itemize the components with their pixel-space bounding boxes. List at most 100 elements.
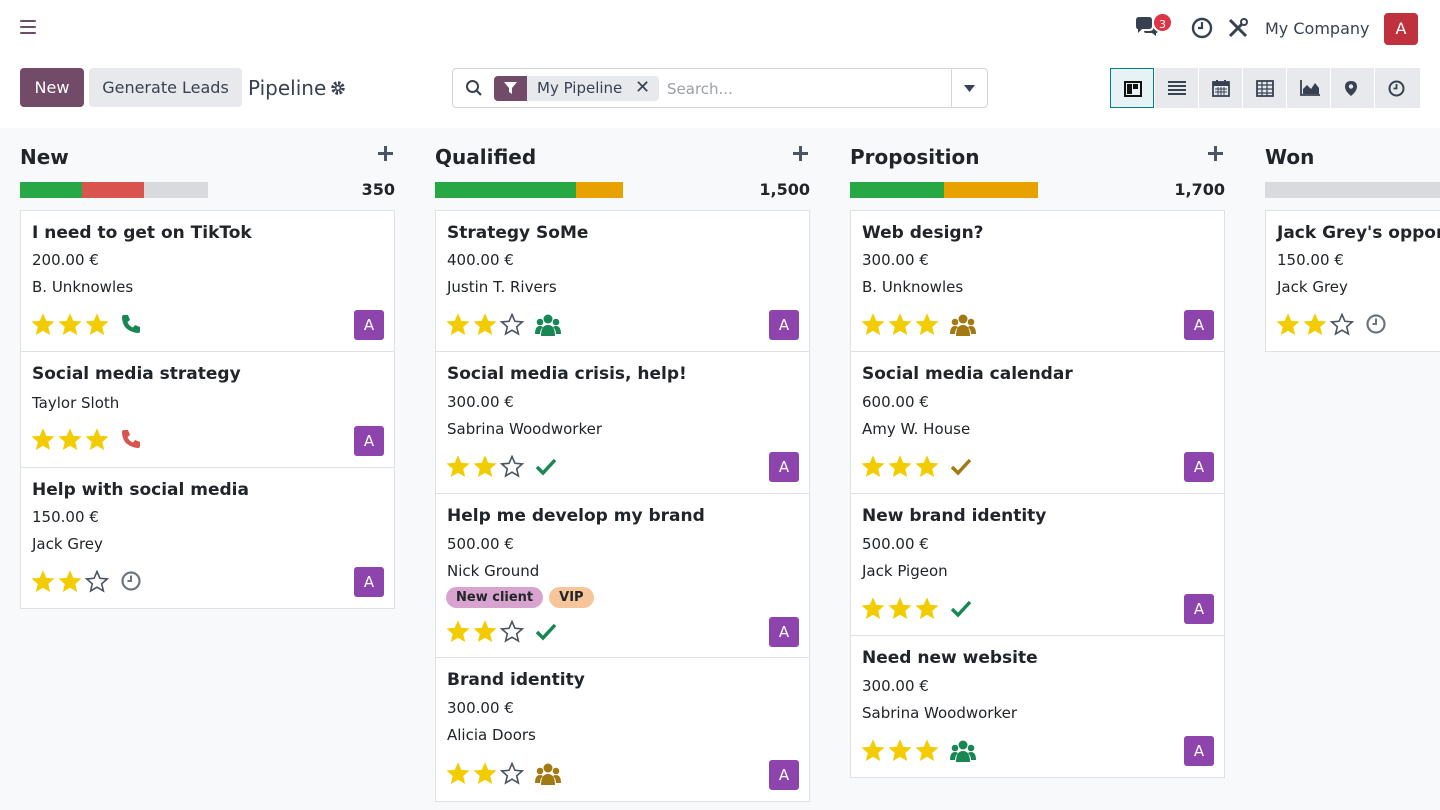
star-filled-icon[interactable]	[888, 597, 912, 621]
star-filled-icon[interactable]	[915, 313, 939, 337]
progress-segment[interactable]	[576, 182, 623, 198]
search-input[interactable]	[667, 77, 947, 101]
salesperson-avatar[interactable]: A	[354, 310, 384, 340]
quick-create-icon[interactable]	[1208, 146, 1223, 165]
kanban-card[interactable]: Help me develop my brand 500.00 € Nick G…	[435, 493, 810, 658]
star-filled-icon[interactable]	[861, 455, 885, 479]
kanban-card[interactable]: Social media strategy Taylor Sloth A	[20, 351, 395, 468]
priority-stars[interactable]	[1276, 313, 1354, 337]
star-empty-icon[interactable]	[85, 570, 109, 594]
column-title[interactable]: Proposition	[850, 145, 980, 169]
star-filled-icon[interactable]	[31, 313, 55, 337]
users-icon[interactable]	[950, 313, 976, 337]
quick-create-icon[interactable]	[793, 146, 808, 165]
priority-stars[interactable]	[446, 620, 524, 644]
company-switcher[interactable]: My Company	[1265, 19, 1370, 38]
check-icon[interactable]	[950, 455, 974, 479]
star-filled-icon[interactable]	[915, 455, 939, 479]
star-filled-icon[interactable]	[888, 313, 912, 337]
users-icon[interactable]	[535, 762, 561, 786]
column-progress-bar[interactable]	[20, 182, 208, 198]
salesperson-avatar[interactable]: A	[769, 452, 799, 482]
priority-stars[interactable]	[861, 455, 939, 479]
phone-icon[interactable]	[120, 313, 144, 337]
star-filled-icon[interactable]	[473, 762, 497, 786]
priority-stars[interactable]	[31, 570, 109, 594]
star-empty-icon[interactable]	[500, 455, 524, 479]
search-options-toggle[interactable]	[951, 69, 988, 107]
tag-new-client[interactable]: New client	[446, 587, 544, 608]
star-filled-icon[interactable]	[888, 739, 912, 763]
star-filled-icon[interactable]	[1303, 313, 1327, 337]
calendar-view-button[interactable]	[1198, 68, 1242, 108]
gear-icon[interactable]	[330, 80, 346, 100]
list-view-button[interactable]	[1154, 68, 1198, 108]
new-button[interactable]: New	[20, 68, 84, 107]
kanban-card[interactable]: Help with social media 150.00 € Jack Gre…	[20, 467, 395, 609]
star-filled-icon[interactable]	[31, 570, 55, 594]
search-icon[interactable]	[465, 79, 483, 101]
check-icon[interactable]	[535, 620, 559, 644]
kanban-card[interactable]: Strategy SoMe 400.00 € Justin T. Rivers …	[435, 210, 810, 352]
generate-leads-button[interactable]: Generate Leads	[89, 68, 242, 107]
star-filled-icon[interactable]	[888, 455, 912, 479]
priority-stars[interactable]	[861, 597, 939, 621]
remove-facet-icon[interactable]: ✕	[635, 77, 651, 98]
salesperson-avatar[interactable]: A	[769, 617, 799, 647]
check-icon[interactable]	[950, 597, 974, 621]
clock-icon[interactable]	[120, 570, 144, 594]
users-icon[interactable]	[950, 739, 976, 763]
star-filled-icon[interactable]	[473, 455, 497, 479]
star-filled-icon[interactable]	[446, 762, 470, 786]
star-filled-icon[interactable]	[915, 597, 939, 621]
phone-icon[interactable]	[120, 428, 144, 452]
kanban-view-button[interactable]	[1110, 68, 1154, 108]
salesperson-avatar[interactable]: A	[1184, 452, 1214, 482]
quick-create-icon[interactable]	[378, 146, 393, 165]
progress-segment[interactable]	[850, 182, 944, 198]
column-progress-bar[interactable]	[1265, 182, 1440, 198]
star-filled-icon[interactable]	[473, 620, 497, 644]
star-filled-icon[interactable]	[58, 313, 82, 337]
users-icon[interactable]	[535, 313, 561, 337]
star-filled-icon[interactable]	[58, 570, 82, 594]
progress-segment[interactable]	[20, 182, 83, 198]
star-empty-icon[interactable]	[500, 762, 524, 786]
column-progress-bar[interactable]	[435, 182, 623, 198]
column-title[interactable]: New	[20, 145, 69, 169]
activity-view-button[interactable]	[1374, 68, 1420, 108]
star-filled-icon[interactable]	[85, 313, 109, 337]
star-filled-icon[interactable]	[473, 313, 497, 337]
priority-stars[interactable]	[861, 739, 939, 763]
kanban-card[interactable]: Social media calendar 600.00 € Amy W. Ho…	[850, 351, 1225, 494]
star-filled-icon[interactable]	[31, 428, 55, 452]
priority-stars[interactable]	[861, 313, 939, 337]
salesperson-avatar[interactable]: A	[769, 310, 799, 340]
kanban-card[interactable]: Brand identity 300.00 € Alicia Doors A	[435, 657, 810, 802]
star-filled-icon[interactable]	[1276, 313, 1300, 337]
salesperson-avatar[interactable]: A	[1184, 594, 1214, 624]
star-empty-icon[interactable]	[500, 313, 524, 337]
star-filled-icon[interactable]	[58, 428, 82, 452]
map-view-button[interactable]	[1330, 68, 1374, 108]
kanban-card[interactable]: Jack Grey's opportunity 150.00 € Jack Gr…	[1265, 210, 1440, 352]
menu-icon[interactable]	[18, 16, 40, 40]
star-filled-icon[interactable]	[861, 739, 885, 763]
column-title[interactable]: Qualified	[435, 145, 537, 169]
priority-stars[interactable]	[31, 428, 109, 452]
star-filled-icon[interactable]	[446, 455, 470, 479]
kanban-card[interactable]: New brand identity 500.00 € Jack Pigeon …	[850, 493, 1225, 636]
salesperson-avatar[interactable]: A	[1184, 736, 1214, 766]
priority-stars[interactable]	[446, 762, 524, 786]
salesperson-avatar[interactable]: A	[354, 567, 384, 597]
kanban-card[interactable]: Social media crisis, help! 300.00 € Sabr…	[435, 351, 810, 494]
clock-icon[interactable]	[1365, 313, 1389, 337]
salesperson-avatar[interactable]: A	[354, 426, 384, 456]
star-filled-icon[interactable]	[446, 620, 470, 644]
star-filled-icon[interactable]	[85, 428, 109, 452]
progress-segment[interactable]	[82, 182, 145, 198]
salesperson-avatar[interactable]: A	[769, 760, 799, 790]
kanban-card[interactable]: Web design? 300.00 € B. Unknowles A	[850, 210, 1225, 352]
user-avatar[interactable]: A	[1384, 13, 1418, 45]
priority-stars[interactable]	[446, 455, 524, 479]
